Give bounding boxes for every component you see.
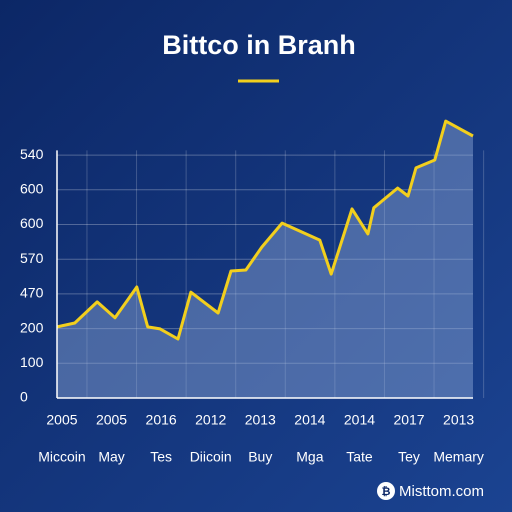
y-tick-label: 0 <box>20 389 28 405</box>
y-tick-label: 600 <box>20 181 44 197</box>
y-tick-label: 200 <box>20 319 44 335</box>
y-tick-label: 470 <box>20 285 44 301</box>
y-tick-label: 600 <box>20 215 44 231</box>
footer-logo: ₿ <box>377 482 395 500</box>
x-sublabel: Memary <box>433 449 484 465</box>
y-tick-label: 100 <box>20 354 44 370</box>
x-sublabel: Mga <box>296 449 323 465</box>
x-tick-label: 2017 <box>393 412 424 428</box>
x-sublabel: Buy <box>248 449 272 465</box>
area <box>57 121 473 398</box>
x-tick-label: 2014 <box>344 412 375 428</box>
y-tick-label: 570 <box>20 250 44 266</box>
x-sublabel: Tes <box>150 449 172 465</box>
x-tick-label: 2005 <box>96 412 127 428</box>
y-tick-label: 540 <box>20 146 44 162</box>
x-tick-label: 2005 <box>46 412 77 428</box>
svg-text:₿: ₿ <box>382 486 391 498</box>
x-tick-label: 2016 <box>146 412 177 428</box>
chart-title: Bittco in Branh <box>162 30 356 60</box>
x-sublabel: Miccoin <box>38 449 85 465</box>
x-tick-label: 2012 <box>195 412 226 428</box>
x-tick-label: 2013 <box>245 412 276 428</box>
x-tick-label: 2014 <box>294 412 325 428</box>
line <box>56 119 474 341</box>
x-sublabel: May <box>98 449 124 465</box>
x-sublabel: Diicoin <box>190 449 232 465</box>
x-tick-label: 2013 <box>443 412 474 428</box>
x-sublabel: Tate <box>346 449 373 465</box>
x-sublabel: Tey <box>398 449 420 465</box>
footer-text: Misttom.com <box>399 483 484 500</box>
